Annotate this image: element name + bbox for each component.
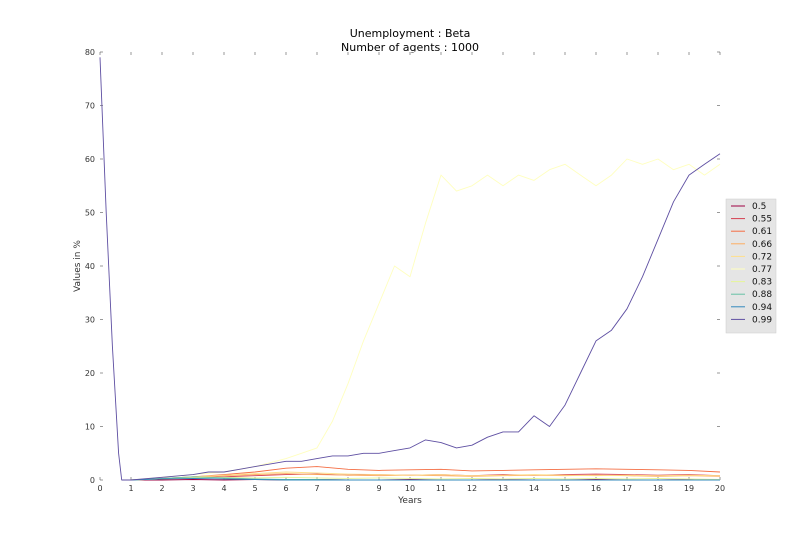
y-tick-label: 70 — [85, 102, 95, 111]
series-lines — [99, 57, 721, 481]
legend-entry: 0.55 — [752, 215, 772, 225]
x-tick-label: 5 — [252, 484, 257, 493]
x-tick-label: 12 — [467, 484, 477, 493]
y-tick-label: 40 — [85, 262, 95, 271]
x-tick-label: 17 — [622, 484, 632, 493]
x-tick-label: 11 — [436, 484, 446, 493]
x-tick-label: 18 — [653, 484, 663, 493]
y-tick-label: 50 — [85, 209, 95, 218]
legend-entry: 0.77 — [752, 265, 772, 275]
x-tick-label: 19 — [684, 484, 694, 493]
series-line-0-83 — [130, 476, 721, 481]
x-tick-label: 14 — [529, 484, 539, 493]
x-tick-label: 13 — [498, 484, 508, 493]
series-line-0-99 — [99, 57, 721, 481]
legend-entry: 0.72 — [752, 252, 772, 262]
legend-entry: 0.5 — [752, 202, 766, 212]
x-tick-label: 16 — [591, 484, 601, 493]
chart-title: Unemployment : Beta — [350, 27, 471, 40]
x-tick-label: 9 — [376, 484, 381, 493]
x-tick-label: 4 — [221, 484, 226, 493]
legend-entry: 0.88 — [752, 290, 772, 300]
chart-subtitle: Number of agents : 1000 — [341, 41, 479, 54]
legend-entry: 0.94 — [752, 303, 772, 313]
legend-box — [725, 198, 777, 334]
x-axis-label: Years — [397, 496, 422, 506]
y-tick-label: 30 — [85, 316, 95, 325]
legend-entry: 0.99 — [752, 315, 772, 325]
y-tick-label: 80 — [85, 48, 95, 57]
legend: 0.5 0.55 0.61 0.66 0.72 0.77 0.83 0.88 0.94 0.99 — [725, 198, 777, 334]
y-tick-label: 60 — [85, 155, 95, 164]
x-tick-label: 2 — [159, 484, 164, 493]
y-axis: 0 10 20 30 40 50 60 70 80 — [85, 48, 720, 485]
y-tick-label: 0 — [90, 476, 95, 485]
x-tick-label: 3 — [190, 484, 195, 493]
x-tick-label: 0 — [97, 484, 102, 493]
x-tick-label: 20 — [715, 484, 725, 493]
y-axis-label: Values in % — [73, 240, 83, 292]
legend-entry: 0.83 — [752, 278, 772, 288]
series-line-0-61 — [130, 466, 721, 481]
series-line-0-77 — [130, 158, 721, 481]
series-line-0-94 — [130, 477, 720, 481]
x-tick-label: 1 — [128, 484, 133, 493]
series-line-0-72 — [130, 471, 721, 481]
x-axis: 0 1 2 3 4 5 6 7 8 9 10 11 12 13 14 15 16 17 18 19 20 — [97, 52, 725, 493]
x-tick-label: 15 — [560, 484, 570, 493]
legend-entry: 0.61 — [752, 227, 772, 237]
plot-area — [99, 51, 721, 481]
x-tick-label: 8 — [345, 484, 350, 493]
y-tick-label: 20 — [85, 369, 95, 378]
x-tick-label: 7 — [314, 484, 319, 493]
x-tick-label: 10 — [405, 484, 415, 493]
legend-entry: 0.66 — [752, 240, 772, 250]
y-tick-label: 10 — [85, 423, 95, 432]
x-tick-label: 6 — [283, 484, 288, 493]
